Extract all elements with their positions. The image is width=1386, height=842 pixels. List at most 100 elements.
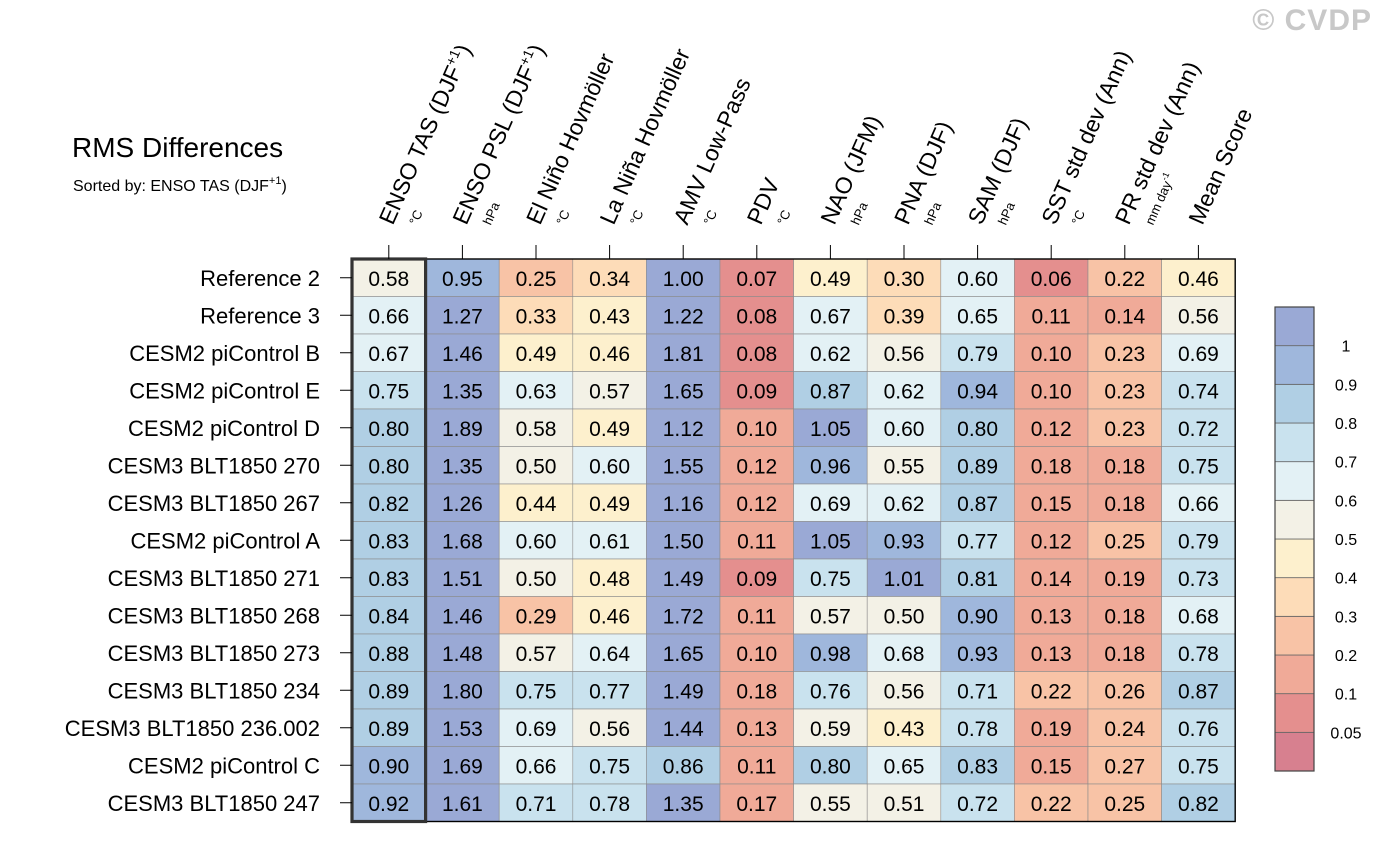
cell-value-label: 1.68 [442, 530, 483, 553]
row-label: CESM3 BLT1850 268 [108, 603, 320, 628]
cell-value-label: 0.72 [957, 793, 998, 816]
heatmap-cell [498, 371, 574, 410]
heatmap-cell [498, 746, 574, 785]
heatmap-cell [646, 446, 721, 485]
heatmap-cell [572, 483, 647, 522]
cell-value-label: 1.65 [663, 380, 704, 403]
cell-value-label: 0.10 [736, 643, 777, 666]
heatmap-cell [425, 408, 500, 447]
heatmap-cell [572, 671, 647, 710]
heatmap-cell [1087, 558, 1162, 597]
heatmap-cell [940, 483, 1015, 522]
cell-value-label: 0.12 [1031, 530, 1072, 553]
cell-value-label: 1.61 [442, 793, 483, 816]
colorbar-segment [1274, 383, 1315, 424]
heatmap-cell [1087, 783, 1162, 822]
cell-value-label: 0.66 [368, 305, 409, 328]
heatmap-cell [498, 258, 574, 297]
row-label: CESM3 BLT1850 267 [108, 491, 320, 516]
heatmap-cell [793, 558, 868, 597]
heatmap-cell [1161, 671, 1236, 710]
cell-value-label: 0.22 [1104, 268, 1145, 291]
heatmap-cell [351, 296, 426, 335]
heatmap-cell [793, 296, 868, 335]
cell-value-label: 0.78 [589, 793, 630, 816]
heatmap-cells: 0.58 0.95 0.25 0.34 1.00 0.07 0.49 0.30 0.60 0.06… [350, 257, 1236, 824]
heatmap-cell [425, 708, 500, 747]
heatmap-cell [866, 783, 942, 822]
row-label: Reference 2 [200, 266, 320, 291]
cell-value-label: 0.18 [736, 680, 777, 703]
heatmap-cell [793, 596, 868, 635]
cell-value-label: 0.80 [810, 755, 851, 778]
heatmap-cell [1087, 296, 1162, 335]
heatmap-cell [1161, 446, 1236, 485]
cell-value-label: 0.19 [1031, 718, 1072, 741]
cell-value-label: 1.35 [442, 380, 483, 403]
cell-value-label: 0.50 [884, 605, 925, 628]
colorbar-label: 0.05 [1330, 725, 1361, 742]
cell-value-label: 1.49 [663, 568, 704, 591]
cell-value-label: 0.15 [1031, 493, 1072, 516]
colorbar-label: 0.7 [1335, 455, 1357, 472]
colorbar-label: 0.2 [1335, 648, 1357, 665]
row-label: CESM2 piControl C [128, 753, 320, 778]
cell-value-label: 1.12 [663, 418, 704, 441]
cell-value-label: 0.75 [589, 755, 630, 778]
heatmap-cell [866, 596, 942, 635]
column-label: PDV°C [742, 174, 794, 228]
heatmap-cell [425, 371, 500, 410]
cell-value-label: 1.50 [663, 530, 704, 553]
heatmap-cell [866, 371, 942, 410]
heatmap-cell [793, 483, 868, 522]
cell-value-label: 0.69 [810, 493, 851, 516]
heatmap-cell [1161, 521, 1236, 560]
cell-value-label: 0.13 [736, 718, 777, 741]
heatmap-cell [498, 296, 574, 335]
heatmap-cell [1161, 746, 1236, 785]
heatmap-cell [866, 483, 942, 522]
cell-value-label: 0.66 [516, 755, 557, 778]
cell-value-label: 0.66 [1178, 493, 1219, 516]
heatmap-cell [866, 446, 942, 485]
heatmap-cell [646, 521, 721, 560]
cell-value-label: 0.57 [516, 643, 557, 666]
colorbar-segment [1274, 345, 1315, 385]
row-label: Reference 3 [200, 303, 320, 328]
cell-value-label: 0.87 [810, 380, 851, 403]
heatmap-cell [572, 633, 647, 672]
heatmap-cell [572, 558, 647, 597]
cell-value-label: 0.89 [368, 718, 409, 741]
cell-value-label: 0.56 [884, 680, 925, 703]
heatmap-cell [793, 408, 868, 447]
heatmap-cell [425, 633, 500, 672]
cell-value-label: 0.46 [589, 605, 630, 628]
cell-value-label: 1.55 [663, 455, 704, 478]
cell-value-label: 0.79 [957, 343, 998, 366]
heatmap-cell [1161, 371, 1236, 410]
heatmap-cell [425, 296, 500, 335]
heatmap-cell [866, 258, 942, 297]
cell-value-label: 0.75 [368, 380, 409, 403]
heatmap-cell [719, 633, 794, 672]
cell-value-label: 0.71 [957, 680, 998, 703]
heatmap-cell [646, 746, 721, 785]
heatmap-cell [866, 633, 942, 672]
row-labels: Reference 2 Reference 3 CESM2 piControl B C… [65, 266, 352, 816]
heatmap-cell [793, 333, 868, 372]
colorbar-segment [1274, 731, 1315, 772]
column-unit: °C [700, 208, 720, 227]
heatmap-cell [351, 633, 426, 672]
colorbar-segment [1274, 577, 1315, 617]
heatmap-cell [1014, 483, 1089, 522]
cell-value-label: 0.11 [737, 530, 776, 553]
heatmap-cell [646, 483, 721, 522]
cell-value-label: 1.22 [663, 305, 704, 328]
cell-value-label: 0.14 [1104, 305, 1145, 328]
row-label: CESM3 BLT1850 270 [108, 453, 320, 478]
heatmap-cell [572, 446, 647, 485]
heatmap-cell [1087, 596, 1162, 635]
cell-value-label: 0.48 [589, 568, 630, 591]
heatmap-cell [646, 371, 721, 410]
